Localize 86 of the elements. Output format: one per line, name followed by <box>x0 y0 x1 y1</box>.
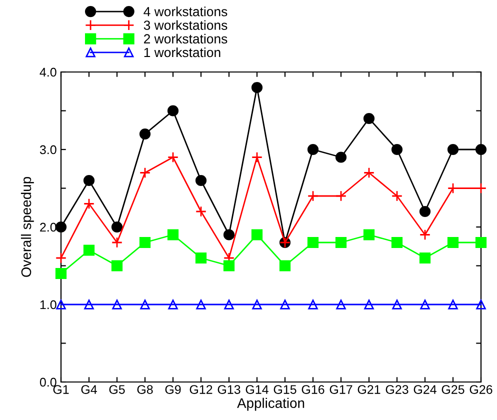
point <box>168 300 178 310</box>
x-tick-label: G12 <box>190 385 212 394</box>
y-tick-label: 4.0 <box>40 68 56 77</box>
x-tick-label: G26 <box>470 385 492 394</box>
point <box>448 300 458 310</box>
y-tick-label: 1.0 <box>40 300 56 310</box>
x-tick-label: G1 <box>53 385 69 394</box>
point <box>420 300 430 310</box>
point <box>475 236 487 248</box>
y-tick-label: 0.0 <box>40 378 56 387</box>
point <box>279 260 291 272</box>
point <box>223 260 235 272</box>
point <box>307 144 319 156</box>
point <box>196 300 206 310</box>
point <box>167 105 179 116</box>
legend-label: 2 workstations <box>144 34 228 44</box>
point <box>139 167 151 178</box>
point <box>335 236 347 248</box>
point <box>84 300 94 310</box>
x-tick-label: G8 <box>137 385 153 394</box>
point <box>335 190 347 202</box>
point <box>195 206 207 218</box>
x-tick-label: G17 <box>330 385 352 394</box>
x-tick-label: G5 <box>109 385 125 394</box>
point <box>167 152 179 163</box>
point <box>111 260 123 272</box>
point <box>83 244 95 256</box>
point <box>363 167 375 178</box>
legend-label: 1 workstation <box>144 47 220 58</box>
x-tick-label: G16 <box>302 385 324 394</box>
y-axis-title: Overall speedup <box>20 177 34 277</box>
point <box>308 300 318 310</box>
point <box>280 300 290 310</box>
point <box>139 236 151 248</box>
point <box>419 252 431 264</box>
point <box>83 198 95 210</box>
legend-label: 3 workstations <box>144 20 228 30</box>
point <box>251 229 263 240</box>
point <box>195 252 207 264</box>
point <box>391 236 403 248</box>
legend-label: 4 workstations <box>144 6 228 16</box>
point <box>112 300 122 310</box>
x-tick-label: G23 <box>386 385 408 394</box>
y-tick-label: 2.0 <box>40 222 56 232</box>
x-tick-label: G4 <box>81 385 97 394</box>
point <box>139 128 151 140</box>
point <box>392 300 402 310</box>
x-tick-label: G14 <box>246 385 268 394</box>
point <box>447 144 459 156</box>
point <box>55 221 67 233</box>
point <box>83 174 95 186</box>
point <box>167 229 179 240</box>
point <box>476 300 486 310</box>
point <box>307 236 319 248</box>
point <box>111 236 123 248</box>
point <box>252 300 262 310</box>
point <box>224 300 234 310</box>
point <box>363 229 375 240</box>
point <box>140 300 150 310</box>
point <box>363 112 375 124</box>
point <box>223 229 235 240</box>
point <box>55 268 67 280</box>
x-tick-label: G24 <box>414 385 436 394</box>
point <box>419 229 431 240</box>
point <box>335 152 347 163</box>
point <box>251 152 263 163</box>
point <box>391 190 403 202</box>
point <box>391 144 403 156</box>
x-axis-title: Application <box>237 398 304 411</box>
point <box>56 300 66 310</box>
point <box>447 236 459 248</box>
x-tick-label: G13 <box>218 385 240 394</box>
point <box>364 300 374 310</box>
point <box>111 221 123 233</box>
point <box>307 190 319 202</box>
x-tick-label: G25 <box>442 385 464 394</box>
point <box>336 300 346 310</box>
point <box>475 144 487 156</box>
x-tick-label: G21 <box>358 385 380 394</box>
point <box>251 82 263 94</box>
point <box>419 206 431 218</box>
y-tick-label: 3.0 <box>40 145 56 154</box>
point <box>55 252 67 264</box>
x-tick-label: G15 <box>274 385 296 394</box>
x-tick-label: G9 <box>165 385 181 394</box>
point <box>195 174 207 186</box>
